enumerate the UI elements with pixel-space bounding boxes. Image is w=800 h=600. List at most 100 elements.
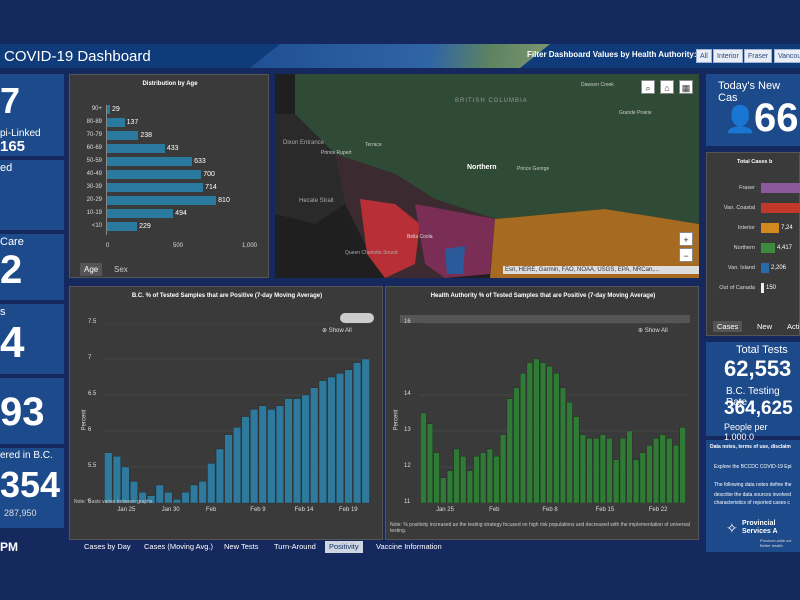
positivity-bar[interactable]	[659, 434, 666, 503]
positivity-bar[interactable]	[586, 438, 593, 503]
positivity-bar[interactable]	[198, 481, 207, 503]
positivity-bar[interactable]	[559, 387, 566, 503]
age-bar[interactable]	[106, 170, 202, 179]
filter-fraser-button[interactable]: Fraser	[744, 49, 773, 63]
positivity-bar[interactable]	[593, 438, 600, 503]
positivity-bar[interactable]	[526, 362, 533, 503]
positivity-bar[interactable]	[546, 366, 553, 503]
positivity-bar[interactable]	[336, 373, 344, 503]
tab-sex[interactable]: Sex	[114, 265, 128, 274]
age-bar[interactable]	[106, 118, 125, 127]
positivity-bar[interactable]	[606, 438, 613, 503]
positivity-bar[interactable]	[480, 452, 487, 503]
positivity-bar[interactable]	[666, 438, 673, 503]
positivity-bar[interactable]	[440, 477, 447, 503]
zoom-out-button[interactable]: −	[679, 248, 693, 262]
age-bar[interactable]	[106, 131, 139, 140]
positivity-bar[interactable]	[433, 452, 440, 503]
ha-show-all[interactable]: ⊕ Show All	[638, 327, 668, 334]
positivity-bar[interactable]	[420, 412, 427, 503]
search-icon[interactable]: ⌕	[641, 80, 655, 94]
tab-new[interactable]: New	[757, 322, 773, 331]
positivity-bar[interactable]	[446, 470, 453, 503]
positivity-bar[interactable]	[513, 387, 520, 503]
positivity-bar[interactable]	[190, 484, 199, 503]
tab-positivity[interactable]: Positivity	[325, 541, 363, 553]
positivity-bar[interactable]	[473, 456, 480, 503]
age-bar[interactable]	[106, 183, 204, 192]
positivity-bar[interactable]	[639, 452, 646, 503]
positivity-bar[interactable]	[327, 376, 336, 503]
ha-case-bar[interactable]	[761, 183, 800, 193]
positivity-bar[interactable]	[573, 416, 580, 503]
tab-cases[interactable]: Cases	[713, 321, 743, 332]
positivity-bar[interactable]	[520, 373, 527, 503]
positivity-bar[interactable]	[104, 452, 113, 503]
basemap-icon[interactable]: ▦	[679, 80, 693, 94]
ha-case-bar[interactable]	[761, 283, 764, 293]
positivity-bar[interactable]	[258, 405, 267, 503]
map-panel[interactable]: BRITISH COLUMBIA Northern Dixon Entrance…	[275, 74, 699, 278]
positivity-bar[interactable]	[112, 456, 121, 503]
positivity-bar[interactable]	[224, 434, 233, 503]
positivity-bar[interactable]	[540, 362, 546, 503]
positivity-bar[interactable]	[241, 416, 250, 503]
positivity-bar[interactable]	[506, 398, 513, 503]
positivity-bar[interactable]	[427, 423, 433, 503]
positivity-bar[interactable]	[579, 434, 586, 503]
positivity-bar[interactable]	[207, 463, 216, 503]
filter-all-button[interactable]: All	[696, 49, 712, 63]
positivity-bar[interactable]	[250, 409, 259, 503]
ha-case-bar[interactable]	[761, 223, 779, 233]
positivity-bar[interactable]	[121, 466, 130, 503]
positivity-bar[interactable]	[267, 409, 276, 503]
positivity-bar[interactable]	[310, 387, 319, 503]
age-bar[interactable]	[106, 105, 110, 114]
positivity-bar[interactable]	[155, 484, 164, 503]
age-bar[interactable]	[106, 222, 138, 231]
tab-new-tests[interactable]: New Tests	[224, 542, 259, 551]
positivity-bar[interactable]	[653, 438, 660, 503]
positivity-bar[interactable]	[493, 456, 500, 503]
ha-range-slider[interactable]	[400, 315, 690, 323]
bc-show-all[interactable]: ⊕ Show All	[322, 327, 352, 334]
positivity-bar[interactable]	[353, 362, 362, 503]
tab-vaccine-information[interactable]: Vaccine Information	[376, 542, 442, 551]
positivity-bar[interactable]	[646, 445, 653, 503]
age-bar[interactable]	[106, 144, 165, 153]
ha-case-bar[interactable]	[761, 263, 769, 273]
positivity-bar[interactable]	[633, 459, 640, 503]
positivity-bar[interactable]	[553, 373, 560, 503]
positivity-bar[interactable]	[233, 427, 241, 503]
positivity-bar[interactable]	[301, 394, 310, 503]
positivity-bar[interactable]	[599, 434, 606, 503]
home-icon[interactable]: ⌂	[660, 80, 674, 94]
age-bar[interactable]	[106, 196, 217, 205]
filter-vancouver-button[interactable]: Vancou	[774, 49, 800, 63]
positivity-bar[interactable]	[626, 430, 633, 503]
positivity-bar[interactable]	[466, 470, 473, 503]
positivity-bar[interactable]	[361, 358, 370, 503]
positivity-bar[interactable]	[453, 448, 460, 503]
positivity-bar[interactable]	[566, 402, 573, 503]
positivity-bar[interactable]	[181, 492, 190, 503]
positivity-bar[interactable]	[486, 448, 493, 503]
positivity-bar[interactable]	[533, 358, 540, 503]
bc-range-slider[interactable]	[340, 313, 374, 323]
positivity-bar[interactable]	[215, 448, 224, 503]
age-bar[interactable]	[106, 157, 193, 166]
notes-line-1[interactable]: Explore the BCCDC COVID-19 Epi	[714, 464, 792, 470]
tab-turn-around[interactable]: Turn-Around	[274, 542, 316, 551]
positivity-bar[interactable]	[284, 398, 293, 503]
positivity-bar[interactable]	[679, 427, 686, 503]
positivity-bar[interactable]	[275, 405, 284, 503]
tab-age[interactable]: Age	[80, 263, 103, 276]
notes-line-0[interactable]: Data notes, terms of use, disclaim	[710, 444, 791, 450]
positivity-bar[interactable]	[147, 495, 156, 503]
positivity-bar[interactable]	[500, 434, 507, 503]
zoom-in-button[interactable]: +	[679, 232, 693, 246]
filter-interior-button[interactable]: Interior	[713, 49, 743, 63]
ha-case-bar[interactable]	[761, 203, 800, 213]
positivity-bar[interactable]	[460, 456, 467, 503]
positivity-bar[interactable]	[344, 369, 353, 503]
